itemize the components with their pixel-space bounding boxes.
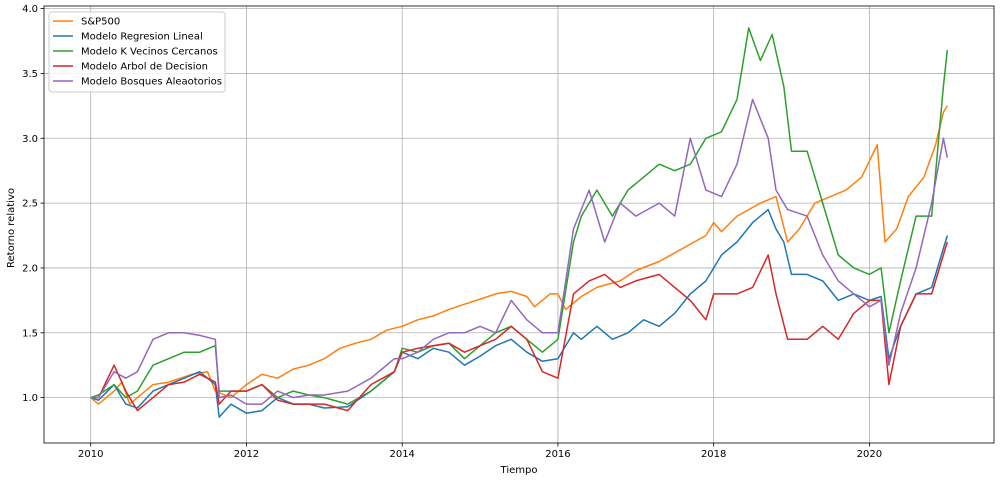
y-tick-label: 3.0 [22,134,38,145]
x-axis-title: Tiempo [500,465,538,476]
y-tick-label: 1.0 [22,393,38,404]
y-tick-label: 2.0 [22,263,38,274]
legend-label: S&P500 [81,17,120,28]
series-line-0 [90,105,948,405]
legend-label: Modelo Regresion Lineal [81,32,203,43]
series-line-3 [90,241,949,412]
x-tick-label: 2010 [78,449,103,460]
x-tick-label: 2016 [545,449,570,460]
plot-frame [43,5,995,444]
x-tick-label: 2012 [234,449,259,460]
x-tick-label: 2018 [701,449,726,460]
y-axis: 1.0 1.5 2.0 2.5 3.0 3.5 4.0 [22,4,44,404]
legend-box [48,11,226,93]
y-tick-label: 1.5 [22,328,38,339]
legend-label: Modelo Bosques Aleaotorios [81,77,222,88]
x-axis: 2010 2012 2014 2016 2018 2020 [78,443,882,460]
y-tick-label: 3.5 [22,69,38,80]
y-axis-title: Retorno relativo [6,188,17,268]
series-layer [90,27,949,418]
series-line-4 [90,98,949,405]
legend-label: Modelo Arbol de Decision [81,62,208,73]
legend-label: Modelo K Vecinos Cercanos [81,47,218,58]
x-tick-label: 2020 [857,449,882,460]
legend: S&P500 Modelo Regresion Lineal Modelo K Ve… [48,11,226,93]
x-tick-label: 2014 [389,449,414,460]
y-tick-label: 2.5 [22,199,38,210]
y-tick-label: 4.0 [22,4,38,15]
